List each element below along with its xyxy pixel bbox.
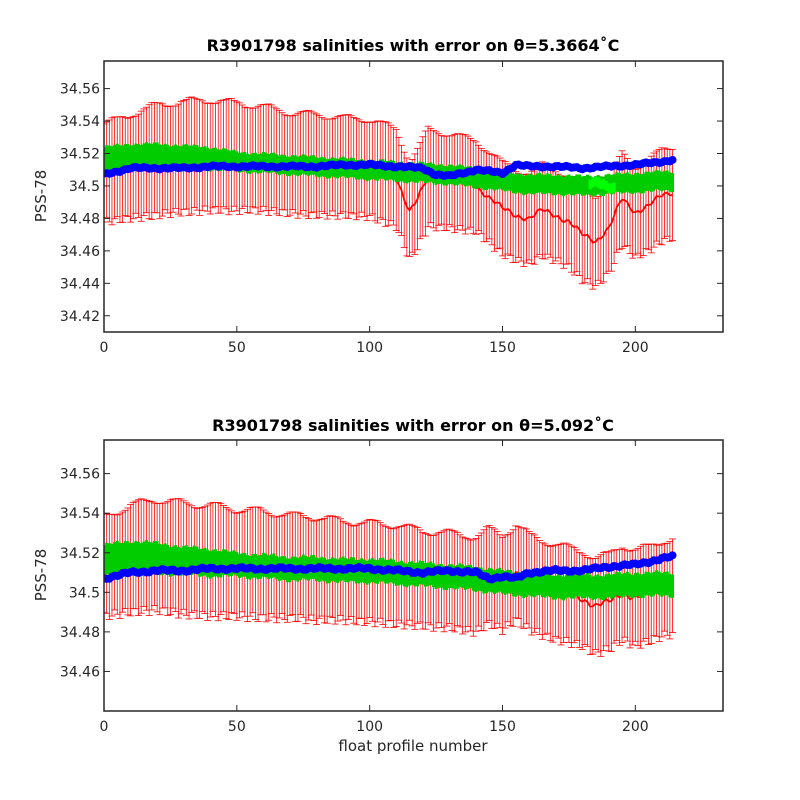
series-layer [104,96,677,290]
x-tick-label: 200 [622,719,649,735]
axes-box [103,439,724,712]
y-tick-label: 34.48 [60,211,100,227]
y-axis-label: PSS-78 [32,170,50,223]
y-axis-label: PSS-78 [32,549,50,602]
x-tick-label: 50 [228,719,246,735]
tick-layer: 0 50 100 150 200 34.42 34.44 34.46 34.48 34.5 34.5… [60,61,723,356]
chart-title: R3901798 salinities with error on θ=5.09… [212,416,614,435]
y-tick-label: 34.56 [60,467,100,483]
x-tick-label: 50 [228,340,246,356]
y-tick-label: 34.42 [60,309,100,325]
axes-box [103,60,724,333]
tick-layer: 0 50 100 150 200 34.46 34.48 34.5 34.52 34.54 34.5… [60,440,723,735]
y-tick-label: 34.54 [60,114,100,130]
series-layer [104,498,677,657]
x-tick-label: 150 [489,340,516,356]
x-tick-label: 0 [100,340,109,356]
x-tick-label: 100 [356,340,383,356]
x-axis-label: float profile number [338,737,488,755]
y-tick-label: 34.5 [69,179,100,195]
x-tick-label: 150 [489,719,516,735]
data-point-mapped [668,551,677,560]
x-tick-label: 100 [356,719,383,735]
y-tick-label: 34.48 [60,625,100,641]
data-point-mapped [668,155,677,164]
chart-bottom: R3901798 salinities with error on θ=5.09… [32,416,724,755]
x-tick-label: 0 [100,719,109,735]
y-tick-label: 34.44 [60,276,100,292]
y-tick-label: 34.56 [60,82,100,98]
x-tick-label: 200 [622,340,649,356]
chart-top: R3901798 salinities with error on θ=5.36… [32,36,724,356]
y-tick-label: 34.5 [69,585,100,601]
plot-area [104,61,723,332]
y-tick-label: 34.54 [60,506,100,522]
chart-title: R3901798 salinities with error on θ=5.36… [207,36,620,55]
y-tick-label: 34.52 [60,546,100,562]
y-tick-label: 34.46 [60,664,100,680]
y-tick-label: 34.52 [60,146,100,162]
y-tick-label: 34.46 [60,244,100,260]
